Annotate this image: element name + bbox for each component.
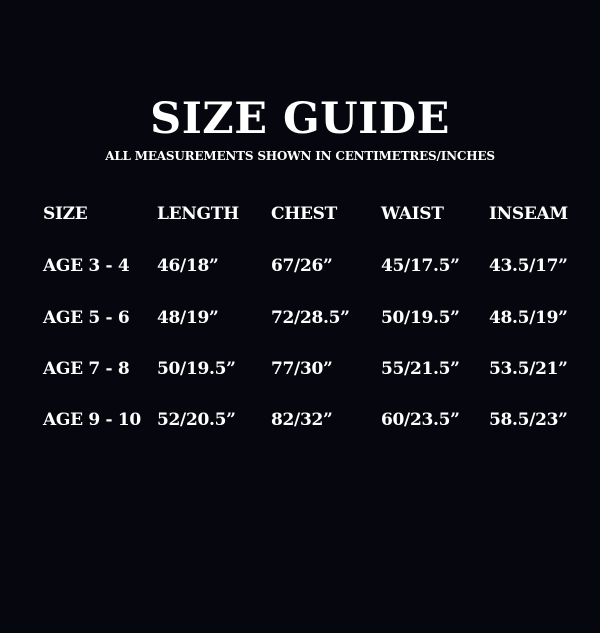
table-cell: 45/17.5” [381,256,460,276]
row-size-label: AGE 9 - 10 [43,410,141,430]
table-cell: 67/26” [271,256,333,276]
row-size-label: AGE 3 - 4 [43,256,130,276]
row-size-label: AGE 7 - 8 [43,359,130,379]
column-header-waist: WAIST [381,204,444,224]
table-cell: 48/19” [157,308,219,328]
table-cell: 43.5/17” [489,256,568,276]
column-header-size: SIZE [43,204,88,224]
table-cell: 52/20.5” [157,410,236,430]
table-cell: 48.5/19” [489,308,568,328]
table-cell: 77/30” [271,359,333,379]
table-cell: 58.5/23” [489,410,568,430]
table-cell: 46/18” [157,256,219,276]
table-cell: 60/23.5” [381,410,460,430]
table-cell: 55/21.5” [381,359,460,379]
table-cell: 82/32” [271,410,333,430]
column-header-length: LENGTH [157,204,239,224]
column-header-inseam: INSEAM [489,204,568,224]
column-header-chest: CHEST [271,204,337,224]
page-title: SIZE GUIDE [150,94,450,144]
table-cell: 50/19.5” [157,359,236,379]
page-subtitle: ALL MEASUREMENTS SHOWN IN CENTIMETRES/IN… [105,149,495,163]
table-cell: 72/28.5” [271,308,350,328]
table-cell: 50/19.5” [381,308,460,328]
table-cell: 53.5/21” [489,359,568,379]
row-size-label: AGE 5 - 6 [43,308,130,328]
